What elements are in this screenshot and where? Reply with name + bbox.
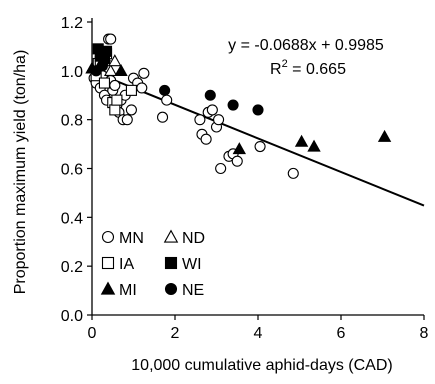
y-tick-label: 0.6 — [61, 162, 83, 179]
data-point-mn — [125, 104, 137, 116]
y-tick-label: 1.2 — [61, 15, 83, 32]
r-squared-label: R2 = 0.665 — [270, 58, 346, 78]
y-axis-title: Proportion maximum yield (ton/ha) — [12, 50, 29, 295]
data-point-mn — [194, 114, 206, 126]
legend-item-mi: MI — [100, 281, 137, 299]
data-point-mn — [109, 79, 121, 92]
legend-label-mn: MN — [119, 230, 144, 247]
legend-marker-nd — [163, 229, 179, 243]
legend: MN ND IA WI MI NE — [100, 229, 205, 299]
axes: 0.0 0.2 0.4 0.6 0.8 1.0 1.2 0 2 4 6 8 — [61, 15, 429, 342]
x-tick-label: 0 — [88, 325, 97, 342]
data-point-ne — [159, 84, 171, 96]
data-point-ne — [204, 89, 216, 101]
data-point-ne — [96, 60, 108, 72]
data-point-ne — [252, 104, 264, 116]
legend-marker-ne — [164, 282, 178, 296]
data-point-mn — [213, 114, 225, 126]
data-point-ia — [98, 77, 110, 89]
y-tick-label: 0.0 — [61, 308, 83, 325]
data-point-ia — [125, 84, 137, 96]
data-point-mi — [114, 63, 128, 76]
legend-item-ia: IA — [101, 256, 134, 273]
data-point-nd — [108, 54, 122, 67]
data-point-mn — [136, 82, 148, 94]
y-tick-label: 0.8 — [61, 113, 83, 130]
data-point-mn — [206, 104, 218, 116]
r-squared-exponent: 2 — [282, 58, 288, 70]
r-squared-prefix: R — [270, 61, 282, 78]
data-point-mn — [121, 114, 133, 126]
legend-label-ne: NE — [182, 282, 204, 299]
data-point-nd — [103, 63, 118, 76]
legend-marker-mn — [101, 230, 115, 244]
data-point-mn — [157, 111, 169, 123]
r-squared-value: = 0.665 — [288, 61, 346, 78]
data-point-mi — [307, 139, 321, 152]
x-axis-title: 10,000 cumulative aphid-days (CAD) — [131, 357, 392, 374]
data-point-mn — [105, 33, 117, 45]
x-tick-label: 8 — [420, 325, 429, 342]
legend-label-mi: MI — [119, 282, 137, 299]
x-tick-label: 6 — [337, 325, 346, 342]
y-tick-label: 0.4 — [61, 210, 83, 227]
y-tick-label: 1.0 — [61, 64, 83, 81]
legend-label-ia: IA — [119, 256, 134, 273]
legend-marker-ia — [101, 256, 115, 270]
data-point-mn — [215, 162, 227, 175]
data-point-mi — [294, 134, 309, 147]
data-point-wi — [100, 45, 113, 57]
data-point-ne — [227, 99, 239, 111]
data-point-mn — [254, 140, 266, 153]
legend-label-wi: WI — [182, 256, 202, 273]
data-points — [85, 33, 392, 179]
legend-item-ne: NE — [164, 282, 204, 299]
legend-item-wi: WI — [164, 256, 202, 273]
trendline-group — [91, 70, 425, 207]
data-point-mn — [161, 94, 173, 106]
legend-item-nd: ND — [163, 229, 205, 247]
x-tick-label: 4 — [254, 325, 263, 342]
legend-item-mn: MN — [101, 230, 144, 247]
legend-marker-wi — [164, 256, 178, 270]
data-point-mi — [232, 142, 247, 155]
legend-label-nd: ND — [182, 230, 205, 247]
data-point-ia — [111, 94, 123, 106]
data-point-mi — [377, 129, 392, 142]
data-point-mn — [200, 133, 212, 145]
regression-equation: y = -0.0688x + 0.9985 — [228, 37, 384, 54]
data-point-ia — [109, 104, 121, 116]
data-point-mn — [231, 155, 243, 167]
data-point-mn — [287, 167, 299, 179]
x-tick-label: 2 — [171, 325, 180, 342]
legend-marker-mi — [100, 281, 116, 295]
regression-line — [91, 70, 425, 207]
data-point-mn — [138, 67, 150, 79]
y-tick-label: 0.2 — [61, 259, 83, 276]
